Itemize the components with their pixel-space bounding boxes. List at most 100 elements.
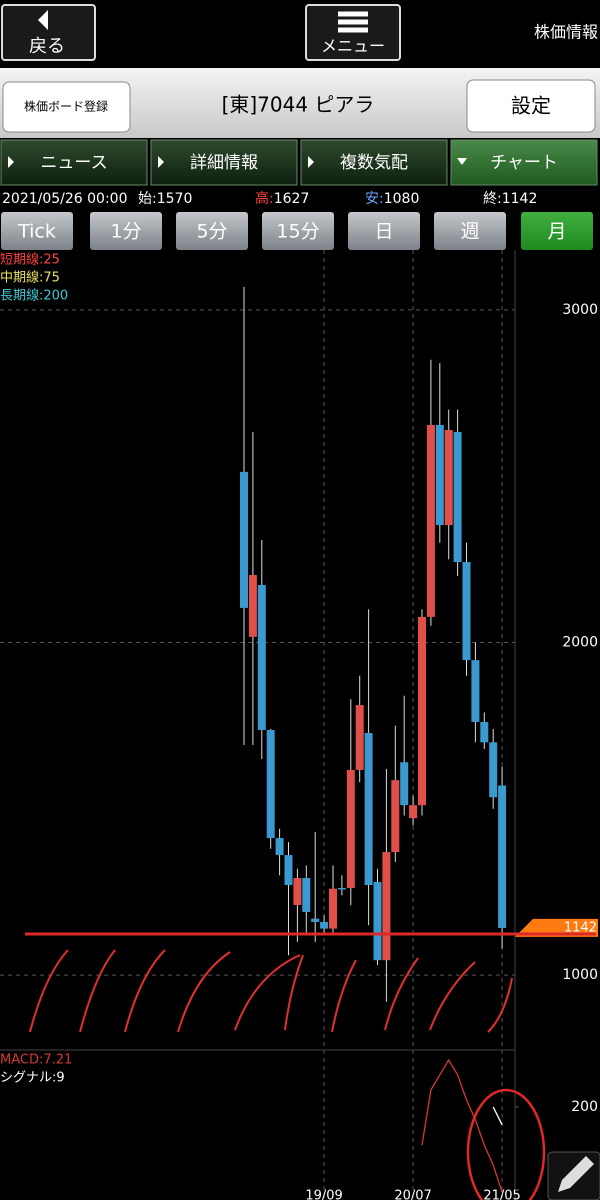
tab[interactable] [450, 139, 598, 186]
period-button[interactable] [434, 212, 506, 250]
candle-body [329, 888, 337, 929]
trend-line-drawings [29, 949, 513, 1033]
back-icon [38, 10, 48, 30]
legend-entry: 長期線:200 [0, 288, 68, 304]
candle-body [462, 562, 471, 661]
candle-body [373, 882, 382, 961]
period-button[interactable] [521, 212, 593, 250]
annotation-circle [466, 1088, 546, 1200]
quote-datetime: 2021/05/26 00:00 [2, 191, 128, 207]
candle-body [275, 838, 284, 856]
period-label[interactable]: Tick [17, 221, 56, 243]
period-label[interactable]: 週 [460, 221, 479, 243]
legend-entry: MACD:7.21 [0, 1053, 72, 1068]
menu-button[interactable]: メニュー [305, 4, 401, 61]
period-label[interactable]: 1分 [110, 221, 141, 243]
candle-body [293, 878, 302, 905]
legend-entry: シグナル:9 [0, 1071, 65, 1086]
candle-body [311, 918, 320, 922]
candle-body [320, 921, 329, 929]
tab[interactable] [150, 139, 298, 186]
candle-body [391, 780, 400, 853]
back-label[interactable]: 戻る [29, 36, 65, 57]
back-button-frame[interactable] [1, 4, 96, 61]
candle-body [284, 855, 293, 886]
menu-label[interactable]: メニュー [321, 37, 385, 56]
candle-body [444, 429, 453, 526]
candle-body [498, 785, 507, 928]
candle-body [453, 431, 462, 563]
quote-label: 始: [138, 191, 157, 207]
tab-icon [158, 156, 164, 168]
candle-body [337, 888, 346, 890]
candle-body [409, 805, 418, 819]
candle-body [480, 722, 489, 743]
candle-body [302, 878, 311, 912]
board-button[interactable] [2, 81, 131, 133]
settings-button[interactable] [466, 79, 596, 133]
board-label[interactable]: 株価ボード登録 [24, 99, 108, 114]
quote-value: 1570 [157, 191, 193, 207]
menu-icon [338, 11, 368, 33]
candle-body [355, 705, 364, 770]
period-label[interactable]: 日 [374, 221, 393, 243]
candle-body [346, 769, 355, 889]
candle-body [266, 730, 275, 839]
tab[interactable] [0, 139, 148, 186]
indicator-line [421, 1058, 503, 1193]
back-button[interactable]: 戻る [1, 4, 96, 61]
tab-icon [457, 158, 467, 165]
legend-entry: 短期線:25 [0, 252, 60, 268]
screen-title: 株価情報 [534, 23, 598, 42]
candle-body [489, 742, 498, 798]
quote-value: 1627 [274, 191, 310, 207]
candle-body [418, 616, 426, 806]
tab-label[interactable]: チャート [490, 153, 558, 173]
top-bar [0, 0, 600, 65]
period-button[interactable] [348, 212, 420, 250]
pencil-button[interactable] [547, 1151, 600, 1200]
tab-label[interactable]: 複数気配 [340, 153, 408, 173]
period-button[interactable] [1, 212, 73, 250]
tab[interactable] [300, 139, 448, 186]
y-tick-label: 1000 [562, 967, 598, 983]
quote-item: 終:1142 [483, 191, 537, 207]
period-button[interactable] [262, 212, 334, 250]
period-label[interactable]: 月 [547, 221, 566, 243]
x-tick-label: 21/05 [483, 1189, 520, 1200]
tab-icon [8, 156, 14, 168]
quote-label: 終: [483, 191, 502, 207]
last-price-tag [515, 918, 598, 937]
tab-label[interactable]: 詳細情報 [190, 153, 258, 173]
quote-value: 1142 [502, 191, 538, 207]
candle-body [435, 424, 444, 526]
quote-value: 1080 [384, 191, 420, 207]
settings-label[interactable]: 設定 [511, 94, 551, 118]
x-tick-label: 20/07 [394, 1189, 431, 1200]
period-button[interactable] [176, 212, 248, 250]
quote-item: 始:1570 [138, 191, 192, 207]
quote-item: 高:1627 [255, 190, 309, 207]
legend-entry: 中期線:75 [0, 270, 60, 286]
stock-name: [東]7044 ピアラ [222, 93, 375, 117]
period-label[interactable]: 15分 [276, 221, 319, 243]
indicator-line [492, 1106, 503, 1126]
tab-label[interactable]: ニュース [40, 153, 107, 173]
last-price-label: 1142 [564, 920, 597, 935]
tab-icon [308, 156, 314, 168]
period-button[interactable] [90, 212, 162, 250]
quote-item: 安:1080 [365, 191, 419, 207]
y-tick-label: 2000 [562, 635, 598, 651]
candle-body [364, 732, 373, 886]
candle-body [240, 471, 248, 608]
y-tick-label: 3000 [562, 302, 598, 318]
candle-body [382, 852, 391, 961]
candle-body [248, 574, 257, 637]
period-label[interactable]: 5分 [196, 221, 227, 243]
y-tick-label: 200 [571, 1099, 598, 1115]
x-tick-label: 19/09 [305, 1189, 342, 1200]
pencil-icon [558, 1156, 594, 1192]
candle-body [400, 762, 409, 806]
quote-label: 高: [255, 190, 274, 207]
